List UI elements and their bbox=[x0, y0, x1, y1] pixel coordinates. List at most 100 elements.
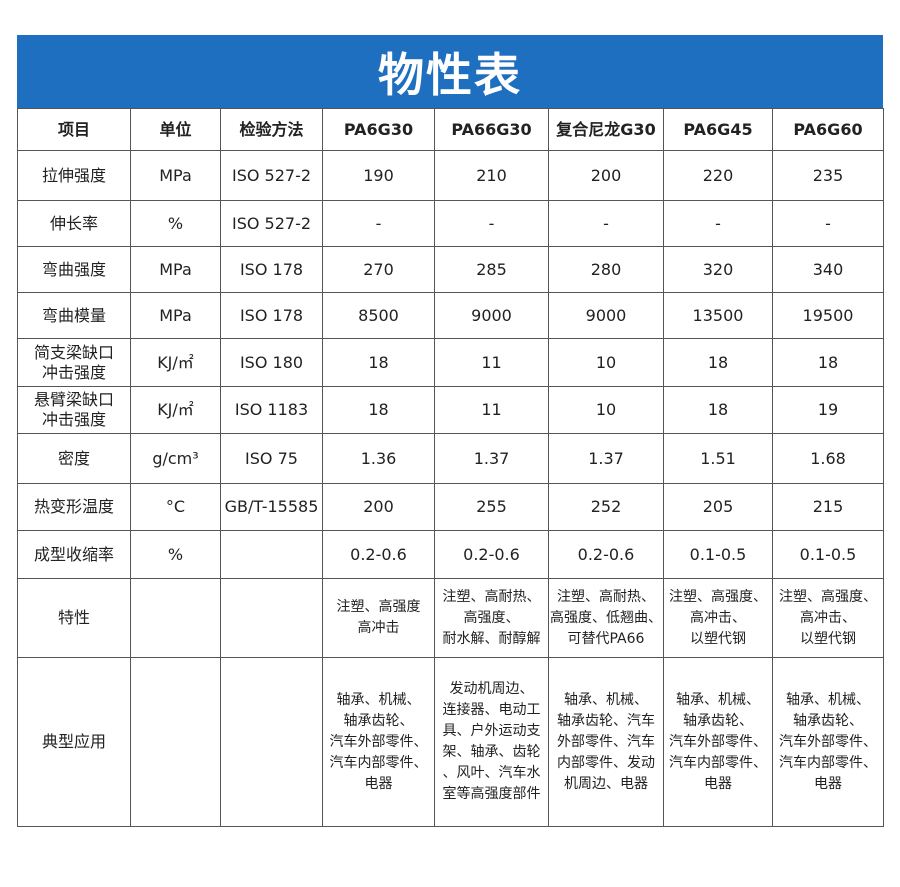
value-cell: 注塑、高强度、 高冲击、 以塑代钢 bbox=[772, 578, 884, 658]
value-cell: 8500 bbox=[322, 292, 435, 339]
value-cell: 18 bbox=[322, 338, 435, 387]
page-title: 物性表 bbox=[17, 35, 883, 108]
value-cell: 10 bbox=[548, 338, 664, 387]
method-cell bbox=[220, 530, 323, 579]
property-name: 特性 bbox=[17, 578, 131, 658]
column-header: PA6G60 bbox=[772, 108, 884, 151]
property-name: 拉伸强度 bbox=[17, 150, 131, 201]
table-row: 简支梁缺口 冲击强度 KJ/㎡ ISO 180 18 11 10 18 18 bbox=[17, 338, 884, 387]
method-cell bbox=[220, 578, 323, 658]
unit-cell: KJ/㎡ bbox=[130, 338, 221, 387]
value-cell: - bbox=[772, 200, 884, 247]
column-header: PA6G45 bbox=[663, 108, 773, 151]
properties-table: 项目 单位 检验方法 PA6G30 PA66G30 复合尼龙G30 PA6G45 PA6G60… bbox=[17, 108, 884, 827]
header-row: 项目 单位 检验方法 PA6G30 PA66G30 复合尼龙G30 PA6G45 PA6G60 bbox=[17, 108, 884, 151]
value-cell: 0.1-0.5 bbox=[663, 530, 773, 579]
column-header: PA66G30 bbox=[434, 108, 549, 151]
property-name: 密度 bbox=[17, 433, 131, 484]
column-header: 复合尼龙G30 bbox=[548, 108, 664, 151]
value-cell: 18 bbox=[772, 338, 884, 387]
value-cell: 200 bbox=[322, 483, 435, 531]
method-cell bbox=[220, 657, 323, 827]
value-cell: 0.2-0.6 bbox=[548, 530, 664, 579]
table-row: 特性 注塑、高强度 高冲击 注塑、高耐热、 高强度、 耐水解、耐醇解 注塑、高耐热、 … bbox=[17, 578, 884, 658]
value-cell: 9000 bbox=[434, 292, 549, 339]
value-cell: - bbox=[322, 200, 435, 247]
method-cell: ISO 1183 bbox=[220, 386, 323, 434]
value-cell: 255 bbox=[434, 483, 549, 531]
table-row: 悬臂梁缺口 冲击强度 KJ/㎡ ISO 1183 18 11 10 18 19 bbox=[17, 386, 884, 434]
value-cell: 1.51 bbox=[663, 433, 773, 484]
value-cell: 215 bbox=[772, 483, 884, 531]
value-cell: 205 bbox=[663, 483, 773, 531]
value-cell: 11 bbox=[434, 338, 549, 387]
property-name: 弯曲模量 bbox=[17, 292, 131, 339]
value-cell: 0.1-0.5 bbox=[772, 530, 884, 579]
unit-cell bbox=[130, 657, 221, 827]
method-cell: ISO 527-2 bbox=[220, 200, 323, 247]
value-cell: 注塑、高强度、 高冲击、 以塑代钢 bbox=[663, 578, 773, 658]
property-name: 热变形温度 bbox=[17, 483, 131, 531]
method-cell: ISO 75 bbox=[220, 433, 323, 484]
value-cell: 轴承、机械、 轴承齿轮、 汽车外部零件、 汽车内部零件、 电器 bbox=[772, 657, 884, 827]
value-cell: 320 bbox=[663, 246, 773, 293]
unit-cell: % bbox=[130, 200, 221, 247]
property-name: 弯曲强度 bbox=[17, 246, 131, 293]
value-cell: 200 bbox=[548, 150, 664, 201]
column-header: 单位 bbox=[130, 108, 221, 151]
value-cell: - bbox=[548, 200, 664, 247]
column-header: PA6G30 bbox=[322, 108, 435, 151]
value-cell: 注塑、高耐热、 高强度、低翘曲、 可替代PA66 bbox=[548, 578, 664, 658]
value-cell: 0.2-0.6 bbox=[434, 530, 549, 579]
value-cell: 19 bbox=[772, 386, 884, 434]
value-cell: 280 bbox=[548, 246, 664, 293]
value-cell: 11 bbox=[434, 386, 549, 434]
value-cell: 285 bbox=[434, 246, 549, 293]
column-header: 检验方法 bbox=[220, 108, 323, 151]
method-cell: ISO 178 bbox=[220, 292, 323, 339]
value-cell: 发动机周边、 连接器、电动工 具、户外运动支 架、轴承、齿轮 、风叶、汽车水 室… bbox=[434, 657, 549, 827]
value-cell: 注塑、高耐热、 高强度、 耐水解、耐醇解 bbox=[434, 578, 549, 658]
property-name: 成型收缩率 bbox=[17, 530, 131, 579]
value-cell: 注塑、高强度 高冲击 bbox=[322, 578, 435, 658]
table-row: 成型收缩率% 0.2-0.6 0.2-0.6 0.2-0.6 0.1-0.5 0.1-0.… bbox=[17, 530, 884, 579]
value-cell: 190 bbox=[322, 150, 435, 201]
value-cell: 235 bbox=[772, 150, 884, 201]
value-cell: - bbox=[663, 200, 773, 247]
table-row: 拉伸强度 MPa ISO 527-2 190 210 200 220 235 bbox=[17, 150, 884, 201]
value-cell: 13500 bbox=[663, 292, 773, 339]
method-cell: ISO 178 bbox=[220, 246, 323, 293]
value-cell: 18 bbox=[663, 338, 773, 387]
value-cell: 轴承、机械、 轴承齿轮、 汽车外部零件、 汽车内部零件、 电器 bbox=[663, 657, 773, 827]
value-cell: 9000 bbox=[548, 292, 664, 339]
value-cell: 340 bbox=[772, 246, 884, 293]
table-row: 典型应用 轴承、机械、 轴承齿轮、 汽车外部零件、 汽车内部零件、 电器 发动机周边… bbox=[17, 657, 884, 827]
value-cell: 1.37 bbox=[434, 433, 549, 484]
unit-cell: g/cm³ bbox=[130, 433, 221, 484]
unit-cell: MPa bbox=[130, 292, 221, 339]
value-cell: 0.2-0.6 bbox=[322, 530, 435, 579]
unit-cell bbox=[130, 578, 221, 658]
unit-cell: MPa bbox=[130, 246, 221, 293]
table-row: 热变形温度 °C GB/T-15585 200 255 252 205 215 bbox=[17, 483, 884, 531]
table-row: 弯曲强度 MPa ISO 178 270 285 280 320 340 bbox=[17, 246, 884, 293]
property-name: 典型应用 bbox=[17, 657, 131, 827]
unit-cell: °C bbox=[130, 483, 221, 531]
property-name: 简支梁缺口 冲击强度 bbox=[17, 338, 131, 387]
method-cell: ISO 527-2 bbox=[220, 150, 323, 201]
value-cell: 210 bbox=[434, 150, 549, 201]
value-cell: 220 bbox=[663, 150, 773, 201]
property-name: 悬臂梁缺口 冲击强度 bbox=[17, 386, 131, 434]
value-cell: 18 bbox=[663, 386, 773, 434]
value-cell: 252 bbox=[548, 483, 664, 531]
value-cell: 1.37 bbox=[548, 433, 664, 484]
value-cell: 19500 bbox=[772, 292, 884, 339]
value-cell: 1.36 bbox=[322, 433, 435, 484]
value-cell: 轴承、机械、 轴承齿轮、 汽车外部零件、 汽车内部零件、 电器 bbox=[322, 657, 435, 827]
column-header: 项目 bbox=[17, 108, 131, 151]
unit-cell: MPa bbox=[130, 150, 221, 201]
value-cell: 轴承、机械、 轴承齿轮、汽车 外部零件、汽车 内部零件、发动 机周边、电器 bbox=[548, 657, 664, 827]
value-cell: - bbox=[434, 200, 549, 247]
property-name: 伸长率 bbox=[17, 200, 131, 247]
value-cell: 270 bbox=[322, 246, 435, 293]
